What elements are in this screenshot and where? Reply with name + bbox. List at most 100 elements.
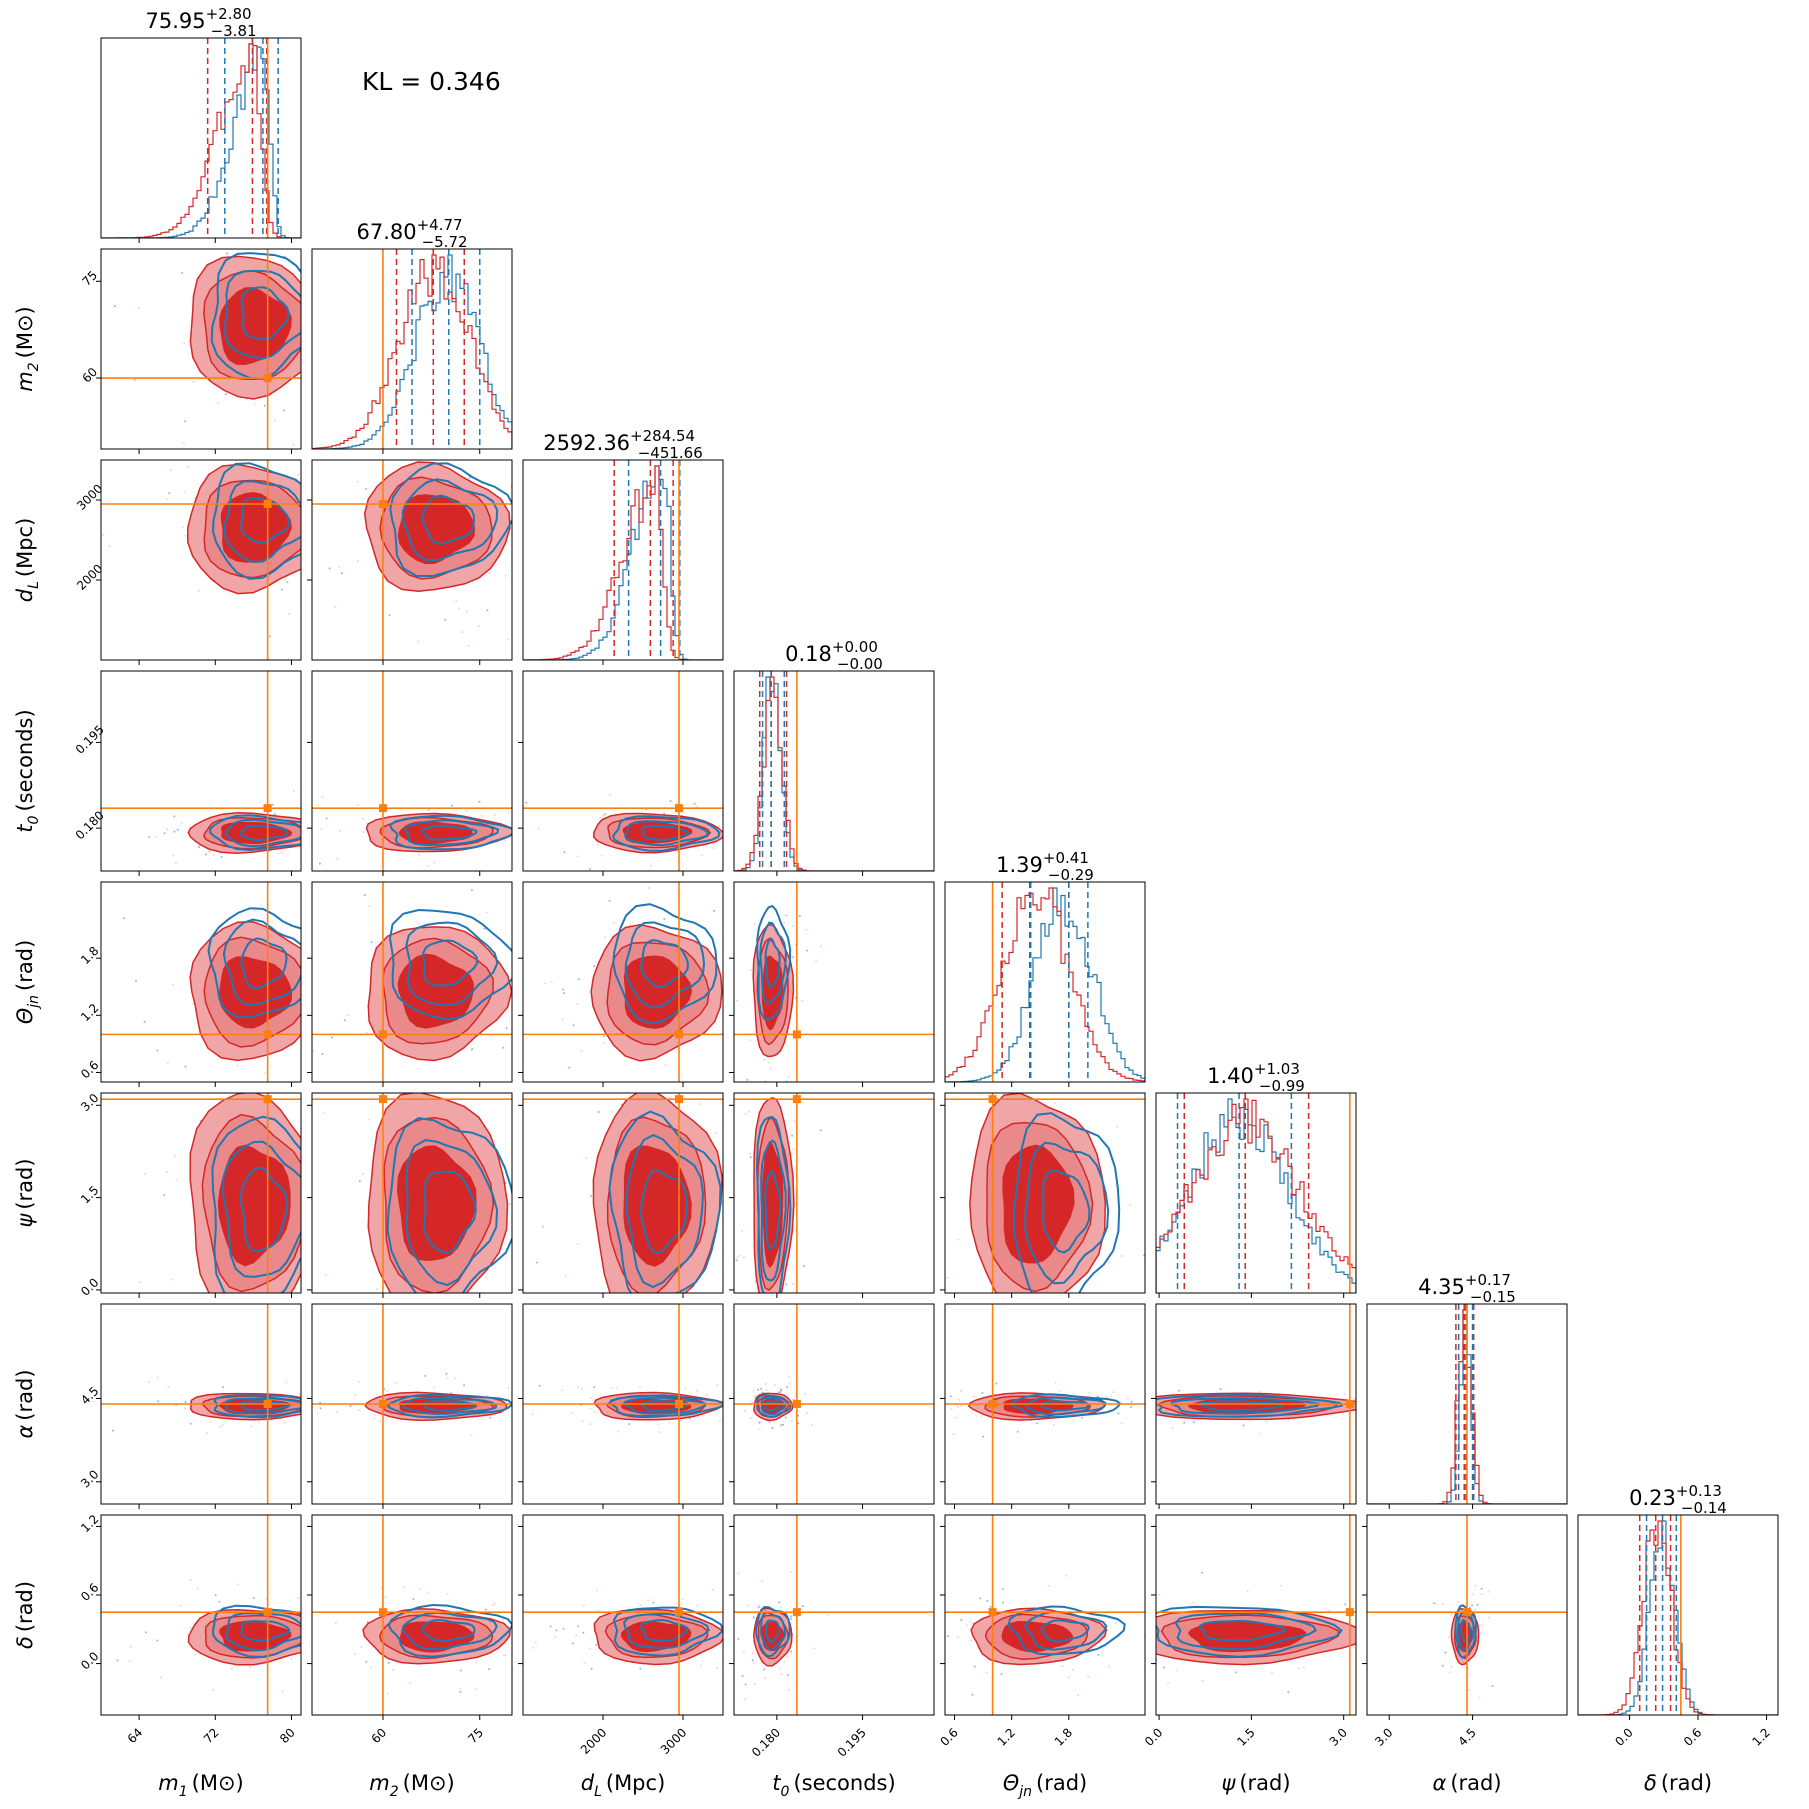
sample-point <box>1478 1616 1480 1619</box>
sample-point <box>439 453 441 455</box>
panel-psi-delta: 0.0 1.5 3.0 <box>1089 1514 1357 1749</box>
sample-point <box>183 342 185 345</box>
sample-point <box>148 1380 151 1383</box>
sample-point <box>253 402 256 405</box>
sample-point <box>358 1408 360 1411</box>
truth-marker <box>378 1608 387 1617</box>
panel-contents <box>945 1515 1145 1715</box>
sample-point <box>413 1351 415 1353</box>
sample-point <box>113 305 116 308</box>
sample-point <box>158 181 160 183</box>
sample-point <box>222 1386 224 1389</box>
sample-point <box>499 1346 501 1348</box>
truth-marker <box>263 374 272 383</box>
hist-frame <box>1577 1514 1779 1716</box>
sample-point <box>263 404 266 407</box>
sample-point <box>808 941 810 943</box>
sample-point <box>325 847 327 849</box>
blue-contour-2 <box>239 824 289 842</box>
axis-label-symbol: ψ <box>1221 1771 1236 1795</box>
sample-point <box>531 1413 534 1416</box>
title-err-plus: +1.03 <box>1254 1060 1300 1078</box>
sample-point <box>973 1395 976 1398</box>
sample-point <box>1139 1650 1141 1652</box>
sample-point <box>949 1046 951 1048</box>
panel-theta_jn-alpha <box>940 1303 1146 1509</box>
blue-contour-1 <box>759 1611 786 1651</box>
blue-contour-2 <box>1199 1619 1287 1642</box>
sample-point <box>514 541 516 543</box>
sample-point <box>478 625 481 628</box>
sample-point <box>502 1046 505 1049</box>
title-err-minus: −0.00 <box>837 655 883 673</box>
sample-point <box>189 1626 192 1629</box>
axis-label-unit: (M⊙) <box>403 1771 455 1795</box>
sample-point <box>1258 1432 1261 1435</box>
x-tick-label-m1: 72 <box>201 1725 222 1746</box>
sample-point <box>1480 1587 1483 1590</box>
panel-m2-alpha <box>307 1303 513 1509</box>
sample-point <box>745 1406 747 1408</box>
sample-point <box>273 1370 275 1372</box>
blue-contour-2 <box>640 1399 689 1412</box>
sample-point <box>724 1036 726 1038</box>
sample-point <box>716 1667 719 1669</box>
sample-point <box>1235 1671 1238 1674</box>
blue-contour-2 <box>239 1166 289 1253</box>
sample-point <box>729 1003 731 1005</box>
title-value: 67.80 <box>356 220 416 244</box>
sample-point <box>167 440 169 442</box>
sample-point <box>575 1634 578 1637</box>
sample-point <box>329 1406 331 1408</box>
sample-point <box>116 1659 119 1662</box>
sample-point <box>173 830 176 833</box>
x-axis-label-alpha: α (rad) <box>1432 1771 1501 1795</box>
sample-point <box>986 1600 989 1602</box>
sample-point <box>128 1660 131 1663</box>
sample-point <box>956 1405 959 1408</box>
sample-point <box>226 252 229 255</box>
sample-point <box>652 1601 655 1604</box>
sample-point <box>957 1238 960 1241</box>
sample-point <box>971 1693 974 1696</box>
sample-point <box>358 1380 361 1383</box>
sample-point <box>749 1156 752 1159</box>
sample-point <box>363 1163 365 1165</box>
sample-point <box>572 1642 574 1645</box>
axis-label-subscript: 0 <box>26 815 42 824</box>
sample-point <box>568 1066 571 1069</box>
sample-point <box>806 1412 809 1415</box>
sample-point <box>1378 1399 1380 1401</box>
sample-point <box>216 226 218 228</box>
sample-point <box>762 1422 764 1424</box>
sample-point <box>597 1609 600 1612</box>
sample-point <box>792 1282 794 1285</box>
sample-point <box>989 1605 992 1608</box>
sample-point <box>773 1296 775 1298</box>
truth-marker <box>378 1030 387 1039</box>
sample-point <box>791 925 794 928</box>
truth-marker <box>792 1400 801 1408</box>
sample-point <box>760 1387 763 1390</box>
axis-label-unit: (seconds) <box>793 1771 895 1795</box>
sample-point <box>96 1626 98 1628</box>
sample-point <box>784 914 787 917</box>
sample-point <box>999 1046 1001 1048</box>
blue-contour-0 <box>1012 1112 1121 1293</box>
sample-point <box>741 1328 743 1330</box>
red-contour-inner <box>396 1145 477 1262</box>
sample-point <box>304 493 306 495</box>
sample-point <box>538 1648 540 1650</box>
sample-point <box>562 992 565 995</box>
sample-point <box>427 808 430 811</box>
sample-point <box>1113 1645 1115 1647</box>
sample-point <box>631 1317 633 1319</box>
sample-point <box>216 1306 218 1308</box>
sample-point <box>474 1314 476 1316</box>
x-axis-label-psi: ψ (rad) <box>1221 1771 1290 1795</box>
sample-point <box>749 1416 752 1419</box>
sample-point <box>1089 1589 1091 1591</box>
sample-point <box>459 1690 462 1693</box>
sample-point <box>1441 1603 1444 1606</box>
sample-point <box>985 1671 988 1674</box>
